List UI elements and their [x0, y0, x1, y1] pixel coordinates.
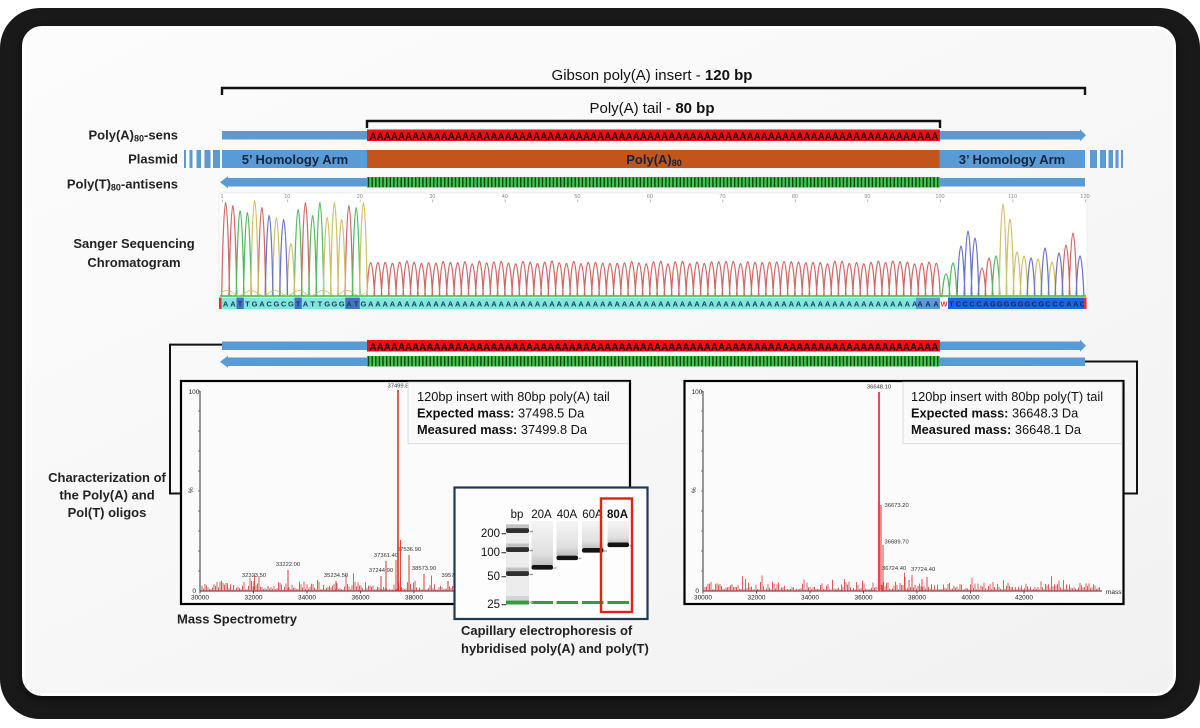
svg-text:Poly(A)80-sens: Poly(A)80-sens: [89, 128, 178, 144]
svg-text:36673.20: 36673.20: [885, 503, 909, 509]
svg-text:36000: 36000: [854, 595, 872, 602]
svg-text:Poly(T)80-antisens: Poly(T)80-antisens: [67, 177, 178, 193]
svg-text:Pol(T) oligos: Pol(T) oligos: [68, 505, 147, 520]
svg-text:Gibson poly(A) insert - 120 bp: Gibson poly(A) insert - 120 bp: [552, 67, 753, 84]
svg-text:mass: mass: [1106, 589, 1122, 596]
svg-text:3’ Homology Arm: 3’ Homology Arm: [959, 152, 1065, 167]
svg-text:36000: 36000: [351, 595, 369, 602]
svg-text:37499.8: 37499.8: [388, 384, 409, 390]
svg-text:the Poly(A) and: the Poly(A) and: [59, 488, 154, 503]
svg-text:36689.70: 36689.70: [885, 540, 909, 546]
svg-text:40A: 40A: [557, 509, 578, 521]
svg-text:20: 20: [357, 194, 363, 200]
svg-text:Measured mass: 36648.1 Da: Measured mass: 36648.1 Da: [911, 422, 1082, 437]
svg-text:AAAAAAAAAAAAAAAAAAAAAAAAAAAAAA: AAAAAAAAAAAAAAAAAAAAAAAAAAAAAAAAAAAAAAAA…: [368, 300, 918, 309]
svg-text:100: 100: [692, 389, 703, 396]
svg-text:0: 0: [695, 588, 699, 595]
svg-text:TCCCCAGGGGGGCGCCCAAC: TCCCCAGGGGGGCGCCCAAC: [949, 300, 1086, 309]
svg-text:40000: 40000: [961, 595, 979, 602]
svg-text:bp: bp: [511, 509, 524, 521]
svg-text:37361.40: 37361.40: [374, 553, 398, 559]
svg-text:32323.50: 32323.50: [242, 573, 266, 579]
svg-text:35234.50: 35234.50: [324, 573, 348, 579]
svg-text:AAA: AAA: [917, 300, 939, 309]
svg-text:70: 70: [719, 194, 725, 200]
svg-text:80A: 80A: [607, 509, 628, 521]
svg-text:100: 100: [189, 389, 200, 396]
svg-text:Expected mass: 36648.3 Da: Expected mass: 36648.3 Da: [911, 406, 1079, 421]
svg-text:200: 200: [481, 528, 500, 540]
svg-text:20A: 20A: [531, 509, 552, 521]
svg-text:90: 90: [864, 194, 870, 200]
svg-text:60: 60: [647, 194, 653, 200]
svg-text:37724.40: 37724.40: [911, 567, 935, 573]
svg-text:0: 0: [192, 588, 196, 595]
svg-text:Characterization of: Characterization of: [48, 470, 166, 485]
svg-text:50: 50: [487, 571, 500, 583]
svg-text:38000: 38000: [405, 595, 423, 602]
svg-text:Chromatogram: Chromatogram: [87, 255, 180, 270]
svg-text:Poly(A) tail - 80 bp: Poly(A) tail - 80 bp: [589, 100, 714, 117]
svg-text:Poly(A)80: Poly(A)80: [626, 152, 682, 168]
svg-text:37244.90: 37244.90: [369, 568, 393, 574]
svg-text:hybridised poly(A) and poly(T): hybridised poly(A) and poly(T): [461, 641, 649, 656]
svg-text:%: %: [188, 487, 195, 493]
svg-text:33222.00: 33222.00: [276, 562, 300, 568]
svg-text:Measured mass: 37499.8 Da: Measured mass: 37499.8 Da: [417, 422, 588, 437]
svg-text:30: 30: [429, 194, 435, 200]
svg-text:32000: 32000: [747, 595, 765, 602]
svg-text:80: 80: [792, 194, 798, 200]
svg-text:120bp insert with 80bp poly(T): 120bp insert with 80bp poly(T) tail: [911, 389, 1103, 404]
svg-text:100: 100: [481, 547, 500, 559]
svg-text:34000: 34000: [298, 595, 316, 602]
svg-text:40: 40: [502, 194, 508, 200]
svg-text:10: 10: [284, 194, 290, 200]
svg-text:25: 25: [487, 599, 500, 611]
svg-text:37536.90: 37536.90: [397, 547, 421, 553]
svg-text:Capillary electrophoresis of: Capillary electrophoresis of: [461, 623, 633, 638]
svg-text:120: 120: [1080, 194, 1089, 200]
svg-text:42000: 42000: [1015, 595, 1033, 602]
svg-text:30000: 30000: [191, 595, 209, 602]
svg-text:Expected mass: 37498.5 Da: Expected mass: 37498.5 Da: [417, 406, 585, 421]
svg-text:120bp insert with 80bp poly(A): 120bp insert with 80bp poly(A) tail: [417, 389, 610, 404]
svg-text:Mass Spectrometry: Mass Spectrometry: [177, 612, 298, 627]
svg-text:Sanger Sequencing: Sanger Sequencing: [73, 236, 194, 251]
svg-text:38573.90: 38573.90: [412, 566, 436, 572]
svg-text:W: W: [940, 300, 948, 309]
svg-text:AAAAAAAAAAAAAAAAAAAAAAAAAAAAAA: AAAAAAAAAAAAAAAAAAAAAAAAAAAAAAAAAAAAAAAA…: [370, 131, 939, 143]
svg-text:36724.40: 36724.40: [882, 566, 906, 572]
svg-text:34000: 34000: [801, 595, 819, 602]
svg-text:32000: 32000: [244, 595, 262, 602]
svg-text:1: 1: [220, 194, 223, 200]
svg-text:30000: 30000: [694, 595, 712, 602]
svg-text:Plasmid: Plasmid: [128, 152, 178, 167]
svg-text:100: 100: [935, 194, 944, 200]
svg-text:38000: 38000: [908, 595, 926, 602]
svg-text:110: 110: [1008, 194, 1017, 200]
svg-text:%: %: [691, 487, 698, 493]
svg-text:5’ Homology Arm: 5’ Homology Arm: [242, 152, 348, 167]
svg-text:AAAAAAAAAAAAAAAAAAAAAAAAAAAAAA: AAAAAAAAAAAAAAAAAAAAAAAAAAAAAAAAAAAAAAAA…: [370, 342, 939, 354]
svg-text:60A: 60A: [582, 509, 603, 521]
svg-text:3957: 3957: [442, 573, 455, 579]
svg-text:36648.10: 36648.10: [867, 385, 891, 391]
svg-text:50: 50: [574, 194, 580, 200]
